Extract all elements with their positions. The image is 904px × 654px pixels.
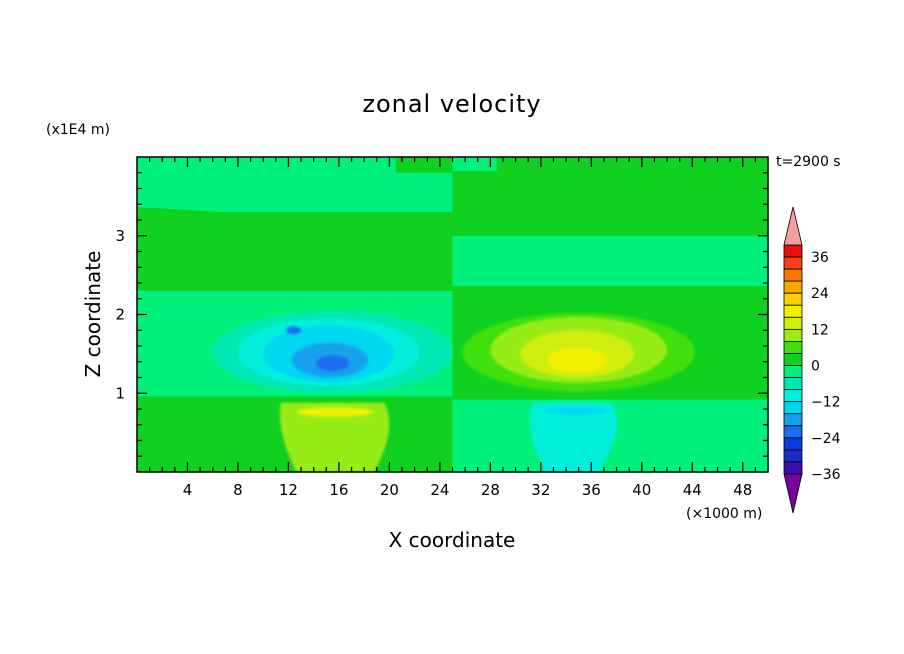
field-contour (530, 402, 618, 472)
x-unit-label: (×1000 m) (686, 506, 762, 522)
colorbar-swatch (783, 353, 803, 366)
x-tick-label: 32 (531, 481, 550, 499)
colorbar-tick-label: −36 (811, 467, 841, 483)
colorbar-tick-label: −24 (811, 431, 841, 447)
x-axis: 4 8 12 16 20 24 28 32 36 40 44 48 (148, 157, 757, 499)
field-band (137, 207, 453, 291)
y-tick-label: 1 (115, 384, 125, 402)
x-tick-label: 20 (380, 481, 399, 499)
field-contour (316, 355, 350, 372)
x-tick-label: 44 (683, 481, 702, 499)
x-tick-label: 28 (481, 481, 500, 499)
field-contour (279, 402, 390, 472)
chart-title: zonal velocity (362, 90, 541, 118)
x-tick-label: 4 (183, 481, 193, 499)
x-tick-label: 40 (632, 481, 651, 499)
contour-field (137, 157, 768, 472)
x-tick-label: 12 (279, 481, 298, 499)
colorbar-tick-label: 12 (811, 322, 829, 338)
colorbar-swatch (783, 268, 803, 282)
y-axis-label: Z coordinate (81, 251, 105, 378)
y-unit-label: (x1E4 m) (46, 122, 110, 138)
field-band (452, 157, 497, 172)
x-tick-label: 8 (233, 481, 243, 499)
colorbar-swatch (783, 365, 803, 378)
x-tick-label: 16 (329, 481, 348, 499)
colorbar-swatch (783, 280, 803, 294)
time-label: t=2900 s (776, 154, 841, 170)
colorbar-swatch (783, 449, 803, 463)
colorbar: 36 24 12 0 −12 −24 −36 (783, 206, 841, 514)
x-tick-label: 48 (733, 481, 752, 499)
field-contour (547, 347, 608, 373)
colorbar-tick-label: 0 (811, 359, 820, 375)
field-band (452, 157, 768, 236)
colorbar-swatch (783, 437, 803, 451)
x-tick-label: 24 (430, 481, 449, 499)
colorbar-swatch (783, 401, 803, 415)
colorbar-swatch (783, 244, 803, 258)
colorbar-swatch (783, 377, 803, 391)
colorbar-swatch (783, 316, 803, 330)
colorbar-swatch (783, 304, 803, 318)
colorbar-swatch (783, 461, 803, 475)
colorbar-tick-label: 24 (811, 286, 829, 302)
x-axis-label: X coordinate (389, 528, 516, 552)
colorbar-swatch (783, 328, 803, 342)
colorbar-swatch (783, 256, 803, 270)
colorbar-tick-label: 36 (811, 250, 829, 266)
colorbar-swatch (783, 425, 803, 439)
y-tick-label: 3 (115, 227, 125, 245)
colorbar-swatch (783, 413, 803, 427)
y-tick-label: 2 (115, 306, 125, 324)
y-axis: 1 2 3 (115, 172, 768, 457)
colorbar-max-arrow (783, 206, 803, 246)
field-contour (543, 406, 609, 415)
field-contour (297, 407, 373, 417)
field-band (395, 157, 453, 173)
colorbar-swatch (783, 341, 803, 354)
colorbar-min-arrow (783, 473, 803, 514)
colorbar-tick-label: −12 (811, 395, 841, 411)
field-contour (285, 326, 302, 335)
x-tick-label: 36 (582, 481, 601, 499)
colorbar-swatch (783, 292, 803, 306)
colorbar-swatch (783, 389, 803, 403)
